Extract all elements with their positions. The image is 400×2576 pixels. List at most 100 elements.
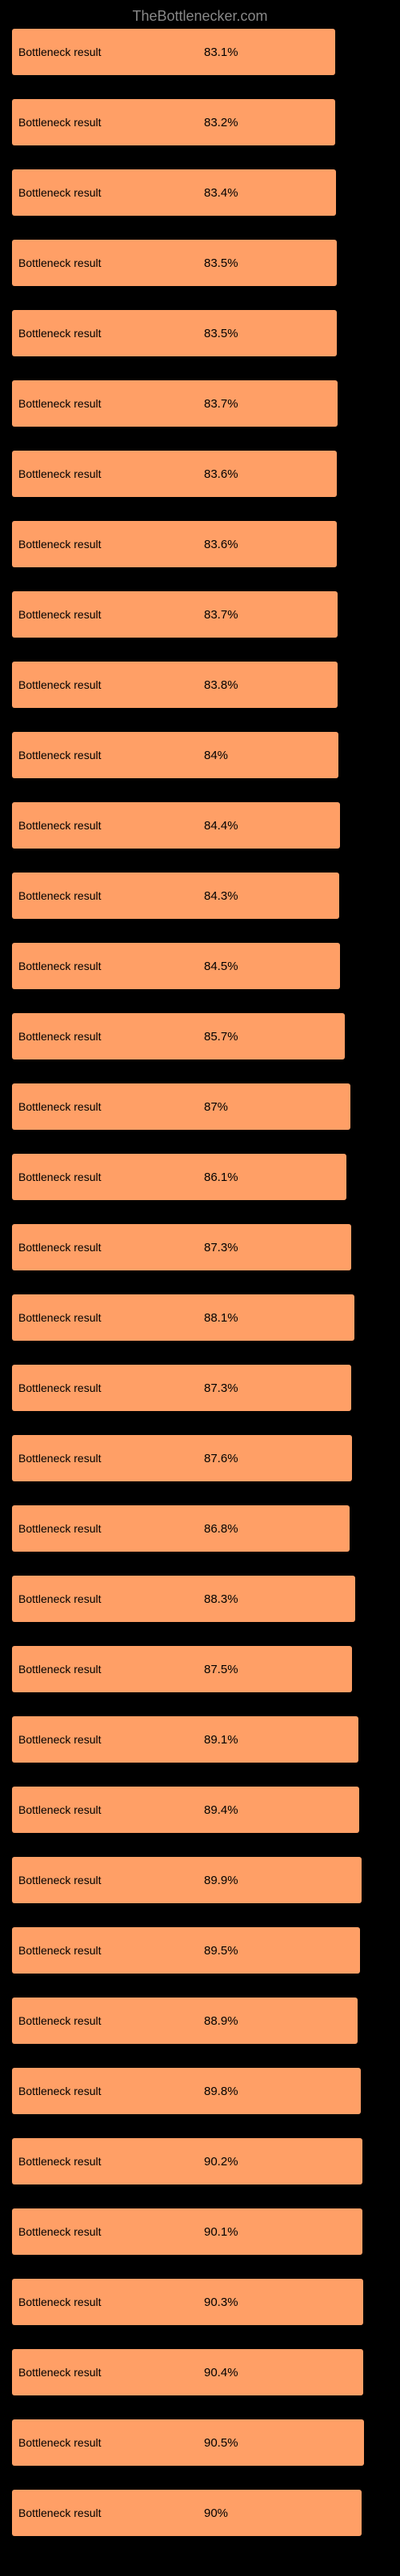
bar-label: Bottleneck result xyxy=(18,1663,102,1676)
bar-value: 89.4% xyxy=(204,1803,238,1817)
bar-value: 83.5% xyxy=(204,327,238,340)
bar-row: Bottleneck result 83.7% xyxy=(12,591,388,638)
bar-value: 83.5% xyxy=(204,256,238,270)
bar-row: Bottleneck result 83.5% xyxy=(12,310,388,356)
bar-row: Bottleneck result85.7% xyxy=(12,1013,388,1059)
bar-value: 83.8% xyxy=(204,678,238,692)
bar-label: Bottleneck result xyxy=(18,749,102,761)
bar-label: Bottleneck result xyxy=(18,186,102,199)
bar-row: Bottleneck result 89.1% xyxy=(12,1716,388,1763)
bar-value: 89.5% xyxy=(204,1944,238,1958)
bar-value: 90.1% xyxy=(204,2225,238,2239)
bottleneck-chart: Bottleneck result83.1%Bottleneck result8… xyxy=(0,29,400,2536)
bar-value: 87.3% xyxy=(204,1381,238,1395)
bar-row: Bottleneck result 88.9% xyxy=(12,1998,388,2044)
bar-value: 90.2% xyxy=(204,2155,238,2169)
bottleneck-bar: Bottleneck result 83.5% xyxy=(12,310,337,356)
bottleneck-bar: Bottleneck result 90.4% xyxy=(12,2349,363,2395)
bar-label: Bottleneck result xyxy=(18,256,102,269)
bar-label: Bottleneck result xyxy=(18,608,102,621)
bar-row: Bottleneck result83.7% xyxy=(12,380,388,427)
bar-value: 90.5% xyxy=(204,2436,238,2450)
bottleneck-bar: Bottleneck result 83.7% xyxy=(12,591,338,638)
bar-label: Bottleneck result xyxy=(18,819,102,832)
bar-row: Bottleneck result84.3% xyxy=(12,873,388,919)
bottleneck-bar: Bottleneck result 89.1% xyxy=(12,1716,358,1763)
bar-value: 90% xyxy=(204,2506,228,2520)
bar-label: Bottleneck result xyxy=(18,1381,102,1394)
bottleneck-bar: Bottleneck result 83.1% xyxy=(12,29,335,75)
bar-row: Bottleneck result 87.5% xyxy=(12,1646,388,1692)
bar-value: 84.4% xyxy=(204,819,238,833)
bar-label: Bottleneck result xyxy=(18,2436,102,2449)
bottleneck-bar: Bottleneck result 87.5% xyxy=(12,1646,352,1692)
bar-value: 86.1% xyxy=(204,1171,238,1184)
bottleneck-bar: Bottleneck result 83.6% xyxy=(12,451,337,497)
bar-value: 90.3% xyxy=(204,2296,238,2309)
bar-row: Bottleneck result 86.1% xyxy=(12,1154,388,1200)
bar-label: Bottleneck result xyxy=(18,2155,102,2168)
bar-value: 90.4% xyxy=(204,2366,238,2379)
bottleneck-bar: Bottleneck result 90.3% xyxy=(12,2279,363,2325)
bottleneck-bar: Bottleneck result88.3% xyxy=(12,1576,355,1622)
bottleneck-bar: Bottleneck result86.8% xyxy=(12,1505,350,1552)
bar-value: 83.1% xyxy=(204,46,238,59)
bar-row: Bottleneck result88.1% xyxy=(12,1294,388,1341)
bottleneck-bar: Bottleneck result 90.5% xyxy=(12,2419,364,2466)
bar-row: Bottleneck result 83.6% xyxy=(12,521,388,567)
bar-row: Bottleneck result 84% xyxy=(12,732,388,778)
bar-row: Bottleneck result88.3% xyxy=(12,1576,388,1622)
bar-label: Bottleneck result xyxy=(18,467,102,480)
bar-value: 84% xyxy=(204,749,228,762)
bottleneck-bar: Bottleneck result89.9% xyxy=(12,1857,362,1903)
bar-value: 89.9% xyxy=(204,1874,238,1887)
bar-label: Bottleneck result xyxy=(18,2296,102,2308)
bar-row: Bottleneck result86.8% xyxy=(12,1505,388,1552)
bottleneck-bar: Bottleneck result87.6% xyxy=(12,1435,352,1481)
bar-value: 83.6% xyxy=(204,538,238,551)
bottleneck-bar: Bottleneck result 83.4% xyxy=(12,169,336,216)
bar-label: Bottleneck result xyxy=(18,327,102,340)
bottleneck-bar: Bottleneck result90% xyxy=(12,2490,362,2536)
bottleneck-bar: Bottleneck result 83.5% xyxy=(12,240,337,286)
bar-value: 83.6% xyxy=(204,467,238,481)
bottleneck-bar: Bottleneck result89.8% xyxy=(12,2068,361,2114)
bar-label: Bottleneck result xyxy=(18,1733,102,1746)
bar-row: Bottleneck result 90.5% xyxy=(12,2419,388,2466)
bar-row: Bottleneck result83.2% xyxy=(12,99,388,145)
bar-label: Bottleneck result xyxy=(18,1171,102,1183)
bar-value: 84.5% xyxy=(204,960,238,973)
bottleneck-bar: Bottleneck result83.2% xyxy=(12,99,335,145)
bar-label: Bottleneck result xyxy=(18,1522,102,1535)
bar-value: 89.1% xyxy=(204,1733,238,1747)
bottleneck-bar: Bottleneck result90.1% xyxy=(12,2208,362,2255)
bar-value: 83.4% xyxy=(204,186,238,200)
bar-value: 87.5% xyxy=(204,1663,238,1676)
bar-label: Bottleneck result xyxy=(18,889,102,902)
bottleneck-bar: Bottleneck result 84% xyxy=(12,732,338,778)
bar-value: 87.3% xyxy=(204,1241,238,1254)
bar-value: 83.7% xyxy=(204,608,238,622)
bar-label: Bottleneck result xyxy=(18,1803,102,1816)
bar-row: Bottleneck result89.8% xyxy=(12,2068,388,2114)
bottleneck-bar: Bottleneck result 89.4% xyxy=(12,1787,359,1833)
bottleneck-bar: Bottleneck result 86.1% xyxy=(12,1154,346,1200)
bar-label: Bottleneck result xyxy=(18,2014,102,2027)
bottleneck-bar: Bottleneck result83.7% xyxy=(12,380,338,427)
bar-value: 87% xyxy=(204,1100,228,1114)
bar-row: Bottleneck result 90.4% xyxy=(12,2349,388,2395)
bottleneck-bar: Bottleneck result 83.6% xyxy=(12,521,337,567)
bar-row: Bottleneck result87.6% xyxy=(12,1435,388,1481)
bottleneck-bar: Bottleneck result 84.5% xyxy=(12,943,340,989)
bottleneck-bar: Bottleneck result87.3% xyxy=(12,1224,351,1270)
bar-label: Bottleneck result xyxy=(18,2366,102,2379)
bar-label: Bottleneck result xyxy=(18,1311,102,1324)
bar-label: Bottleneck result xyxy=(18,538,102,551)
bar-label: Bottleneck result xyxy=(18,960,102,972)
bar-label: Bottleneck result xyxy=(18,1100,102,1113)
bar-value: 88.9% xyxy=(204,2014,238,2028)
bar-row: Bottleneck result 83.4% xyxy=(12,169,388,216)
bar-row: Bottleneck result 83.1% xyxy=(12,29,388,75)
bar-label: Bottleneck result xyxy=(18,46,102,58)
bar-row: Bottleneck result89.9% xyxy=(12,1857,388,1903)
